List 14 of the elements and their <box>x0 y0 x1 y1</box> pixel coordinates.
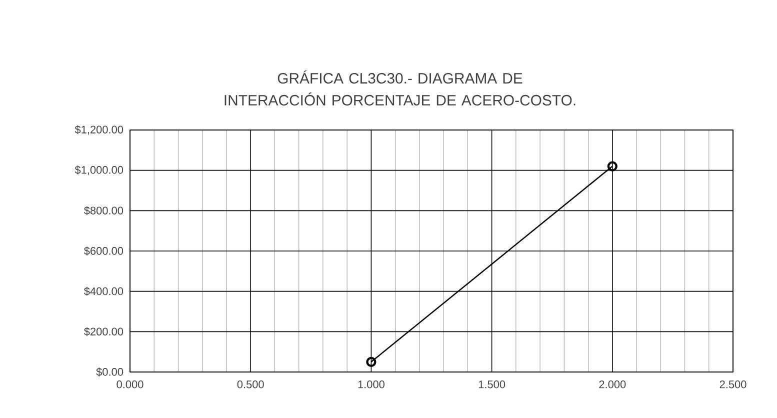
y-tick-label: $400.00 <box>84 286 124 296</box>
x-tick-label: 1.000 <box>358 380 384 388</box>
x-tick-label: 2.000 <box>599 380 626 388</box>
x-tick-label: 0.000 <box>116 380 144 388</box>
y-tick-label: $800.00 <box>84 206 124 216</box>
y-tick-label: $200.00 <box>84 327 124 336</box>
x-tick-label: 2.500 <box>720 380 746 388</box>
chart-title: GRÁFICA CL3C30.- DIAGRAMA DE INTERACCIÓN PORCENTAJE DE ACERO-COSTO. <box>224 70 576 106</box>
x-tick-label: 0.500 <box>237 380 264 388</box>
y-tick-label: $1,000.00 <box>74 166 124 176</box>
y-tick-label: $0.00 <box>96 368 124 376</box>
y-tick-label: $1,200.00 <box>74 125 124 135</box>
y-tick-label: $600.00 <box>84 246 124 256</box>
x-tick-label: 1.500 <box>478 380 506 388</box>
